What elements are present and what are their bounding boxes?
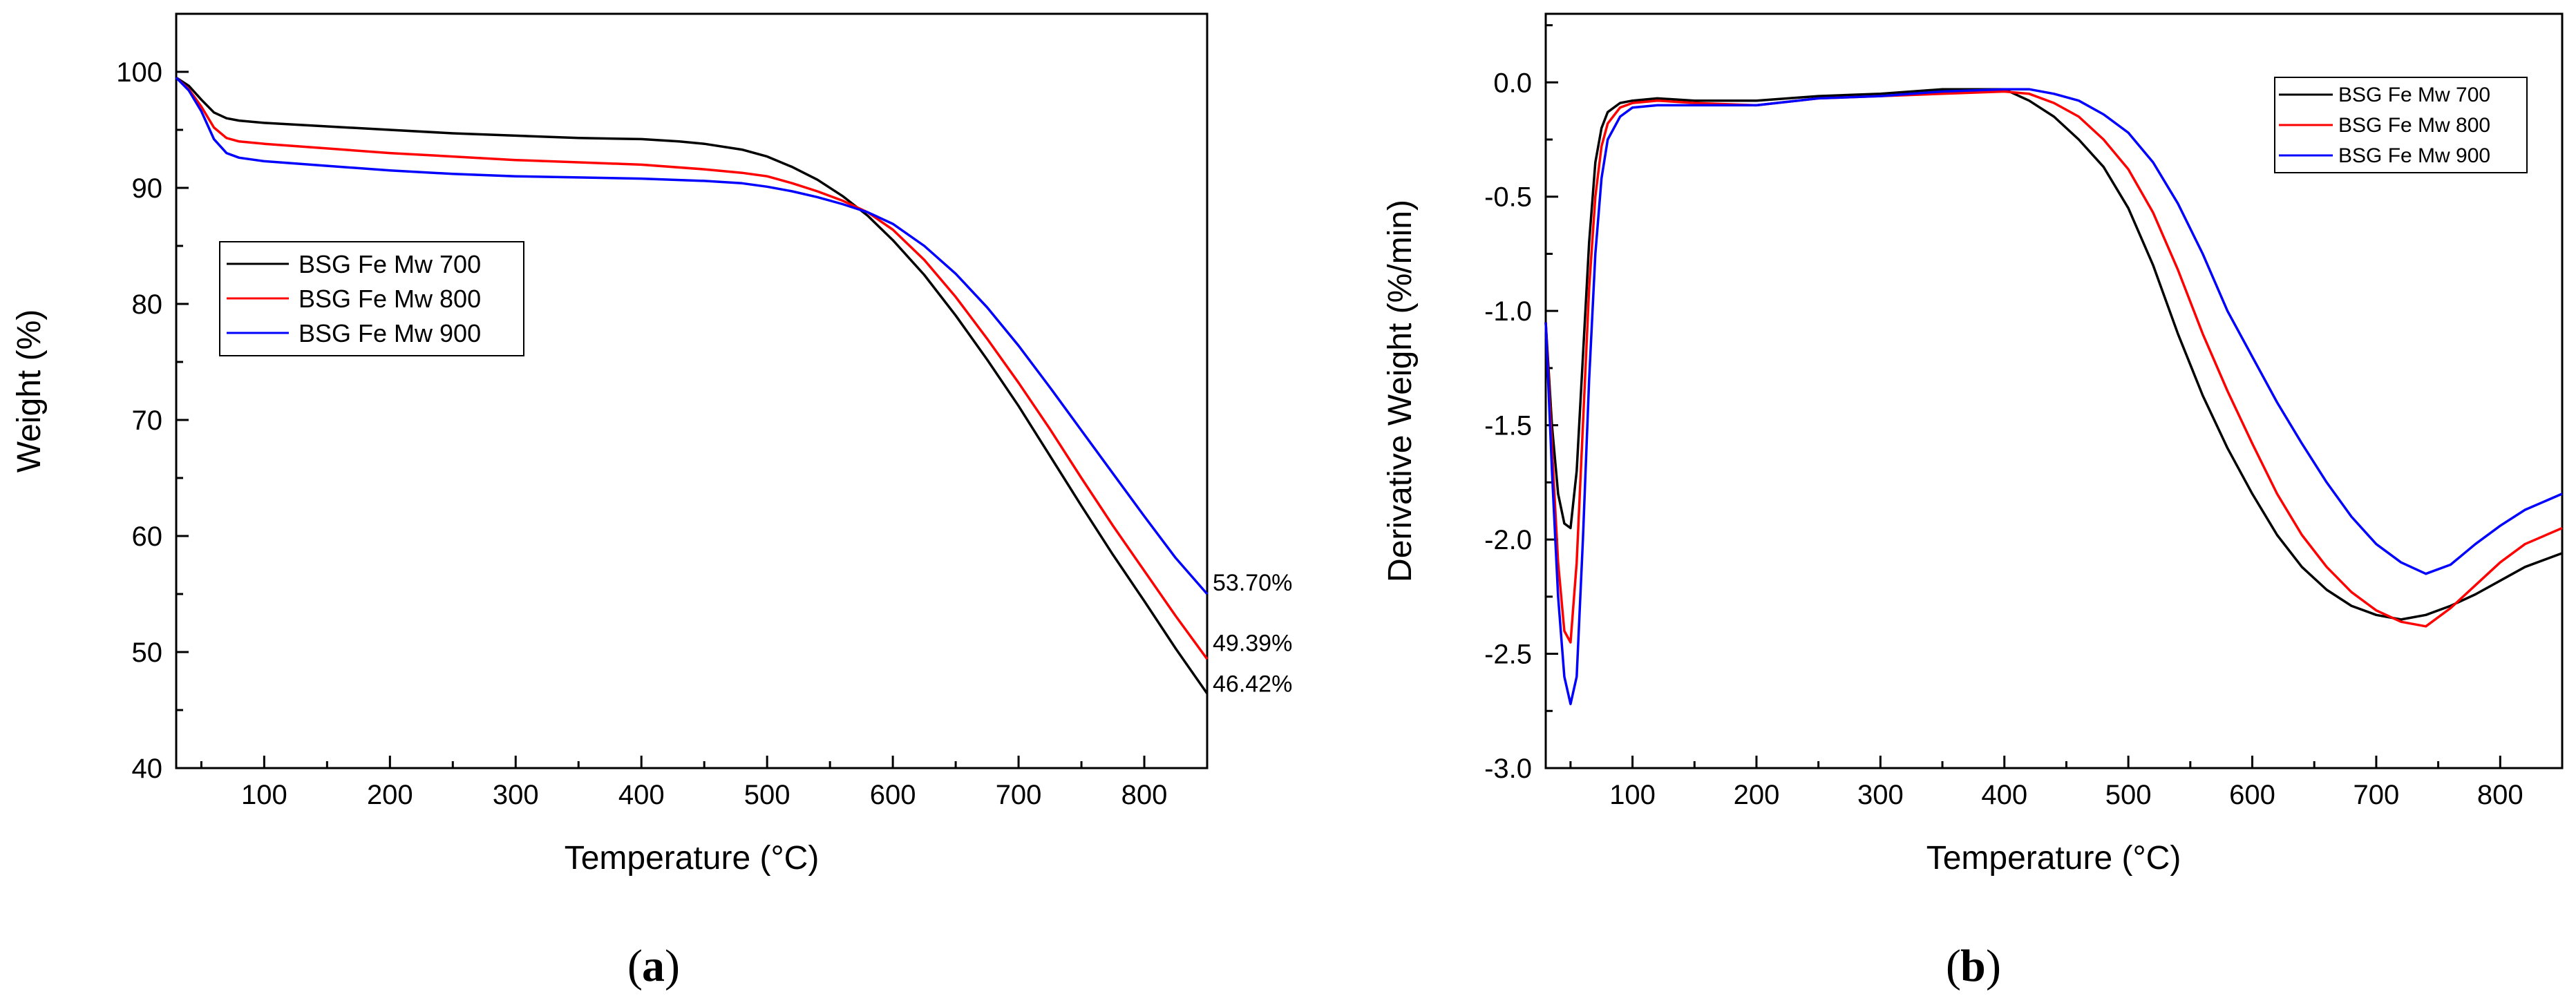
panel-label-b-open: (	[1946, 941, 1961, 991]
chart-panel-b: 100 200 300 400 500 600 700 800 -3.0 -2.5 -2.0 -1.5…	[1382, 12, 2564, 991]
y-tick-label: -3.0	[1484, 754, 1532, 784]
y-tick-label: 100	[116, 57, 162, 88]
y-tick-label: 60	[132, 521, 163, 552]
y-tick-label: 90	[132, 173, 163, 204]
plot-area-frame-a	[175, 12, 1209, 769]
x-tick-label: 100	[241, 780, 287, 810]
series-line-a-2	[175, 77, 1209, 595]
x-tick-label: 500	[744, 780, 790, 810]
end-value-annotations-a: 53.70% 49.39% 46.42%	[1213, 570, 1292, 697]
panel-label-a-open: (	[627, 941, 643, 991]
series-line-a-0	[176, 76, 1209, 695]
panel-label-b-close: )	[1986, 941, 2001, 991]
x-tick-label: 300	[493, 780, 539, 810]
x-axis-title-a: Temperature (°C)	[565, 840, 820, 877]
x-tick-label: 200	[1734, 780, 1780, 810]
y-tick-label: 50	[132, 638, 163, 668]
y-axis-title-b: Derivative Weight (%/min)	[1382, 200, 1419, 582]
y-tick-label: 80	[132, 289, 163, 320]
series-group-b	[1544, 88, 2563, 706]
y-tick-label: -2.5	[1484, 640, 1532, 670]
axis-ticks-b: 100 200 300 400 500 600 700 800 -3.0 -2.5 -2.0 -1.5…	[1484, 24, 2564, 810]
legend-label-b-1: BSG Fe Mw 800	[2338, 114, 2490, 137]
end-value-label-1: 49.39%	[1213, 631, 1292, 657]
x-tick-label: 500	[2105, 780, 2152, 810]
y-tick-label: 70	[132, 405, 163, 436]
x-tick-label: 600	[870, 780, 916, 810]
y-axis-title-a: Weight (%)	[11, 309, 48, 473]
y-tick-label: -0.5	[1484, 182, 1532, 213]
x-tick-label: 700	[2354, 780, 2400, 810]
panel-label-b-letter: b	[1960, 941, 1986, 991]
chart-panel-a: 100 200 300 400 500 600 700 800 40 50 60 70 80 90100 …	[11, 12, 1292, 991]
legend-a: BSG Fe Mw 700 BSG Fe Mw 800 BSG Fe Mw 90…	[219, 241, 524, 356]
y-tick-label: 40	[132, 754, 163, 784]
panel-label-a-close: )	[665, 941, 680, 991]
y-tick-label: 0.0	[1493, 68, 1532, 98]
series-group-a	[175, 76, 1209, 695]
series-line-b-0	[1544, 88, 2563, 621]
end-value-label-2: 46.42%	[1213, 671, 1292, 697]
legend-label-b-2: BSG Fe Mw 900	[2338, 144, 2490, 167]
y-tick-label: -1.5	[1484, 411, 1532, 441]
legend-label-a-2: BSG Fe Mw 900	[299, 319, 481, 347]
x-tick-label: 200	[367, 780, 413, 810]
panel-label-a: ( a )	[627, 941, 680, 991]
panel-label-a-letter: a	[642, 941, 665, 991]
x-axis-title-b: Temperature (°C)	[1926, 840, 2181, 877]
y-tick-label: -1.0	[1484, 296, 1532, 327]
end-value-label-0: 53.70%	[1213, 570, 1292, 596]
series-line-b-2	[1544, 88, 2563, 706]
series-line-b-1	[1544, 90, 2563, 644]
x-tick-label: 100	[1609, 780, 1656, 810]
x-tick-label: 700	[996, 780, 1042, 810]
y-tick-label: -2.0	[1484, 525, 1532, 555]
x-tick-label: 400	[618, 780, 665, 810]
series-line-a-1	[175, 77, 1209, 660]
legend-label-a-0: BSG Fe Mw 700	[299, 250, 481, 278]
legend-label-b-0: BSG Fe Mw 700	[2338, 84, 2490, 106]
x-tick-label: 800	[1121, 780, 1168, 810]
legend-b: BSG Fe Mw 700 BSG Fe Mw 800 BSG Fe Mw 90…	[2274, 77, 2528, 173]
panel-label-b: ( b )	[1946, 941, 2001, 991]
x-tick-label: 800	[2477, 780, 2523, 810]
axis-ticks-a: 100 200 300 400 500 600 700 800 40 50 60 70 80 90 100	[116, 12, 1209, 810]
legend-label-a-1: BSG Fe Mw 800	[299, 285, 481, 313]
x-tick-label: 600	[2229, 780, 2275, 810]
x-tick-label: 400	[1981, 780, 2027, 810]
x-tick-label: 300	[1857, 780, 1904, 810]
